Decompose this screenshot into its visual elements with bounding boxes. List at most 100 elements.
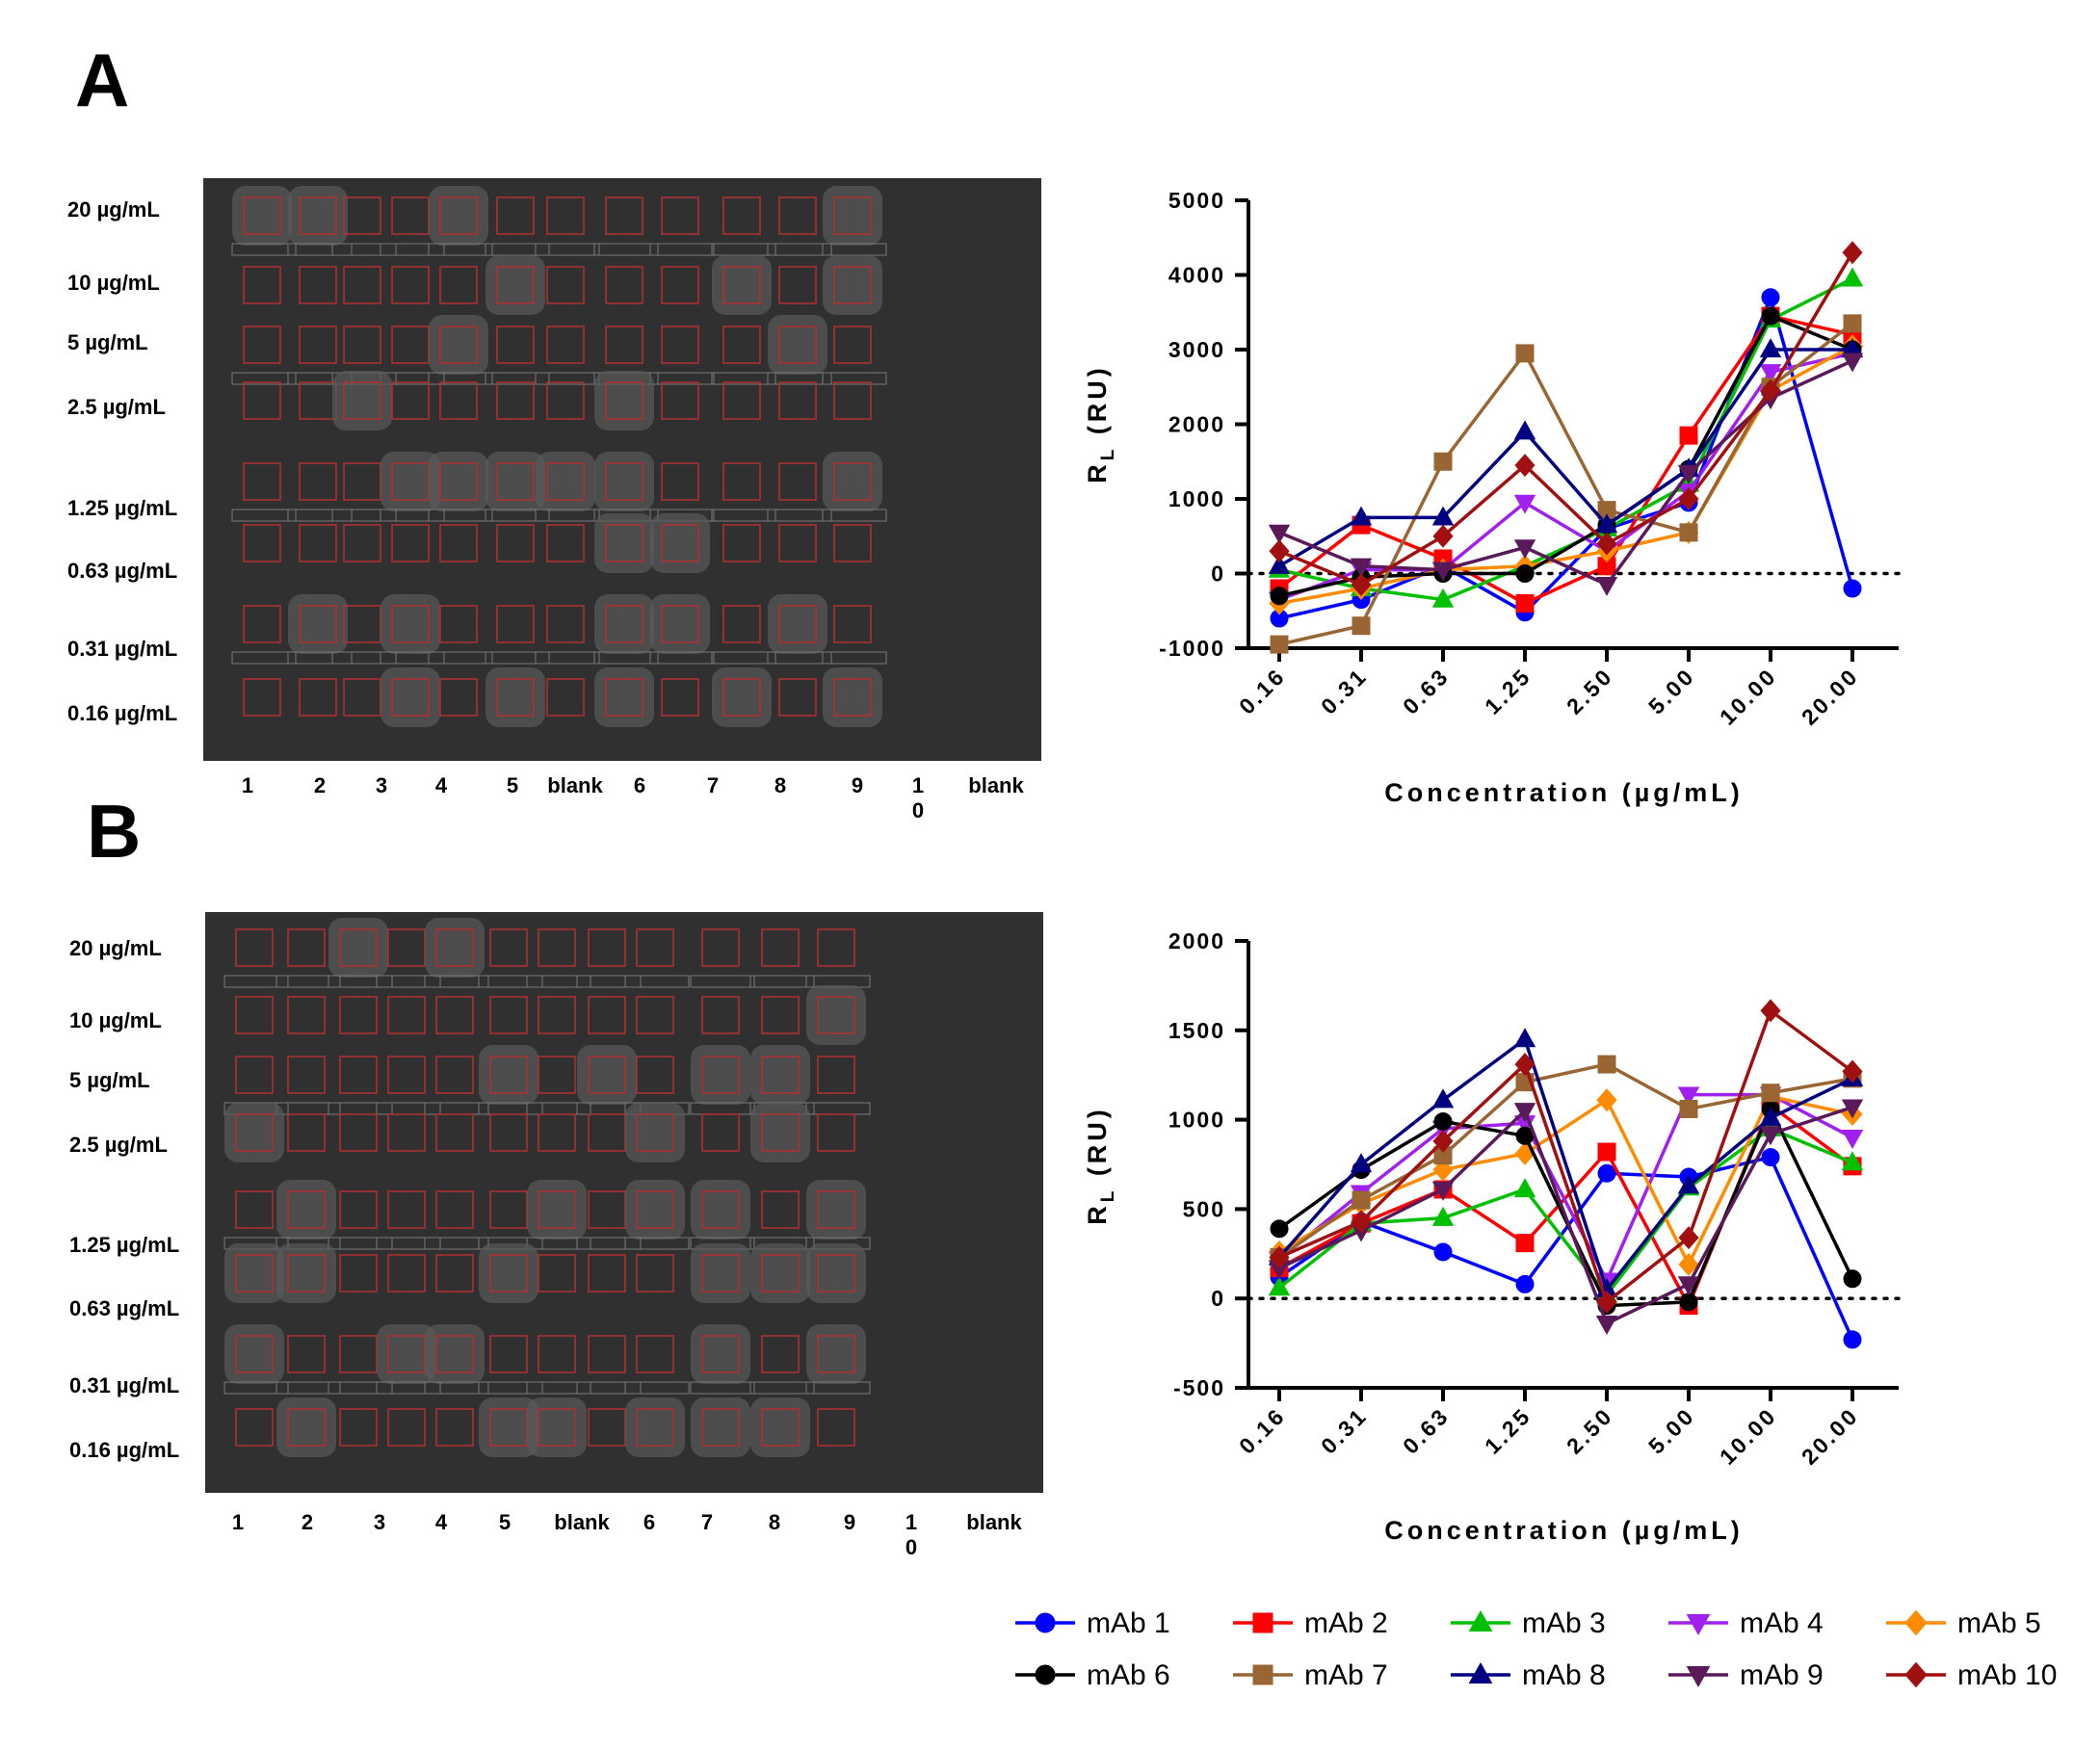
data-point	[1595, 1316, 1618, 1336]
spot-halo	[276, 1397, 336, 1457]
array-label-box	[576, 1381, 642, 1395]
series-mab-10	[1269, 999, 1863, 1314]
y-tick-label: -500	[1173, 1375, 1225, 1400]
legend-swatch	[1886, 1661, 1946, 1688]
array-label-box	[231, 509, 297, 522]
data-point	[1760, 999, 1781, 1023]
array-spot	[538, 1335, 576, 1373]
legend-item: mAb 7	[1229, 1656, 1441, 1694]
array-label-box	[485, 372, 550, 385]
data-point	[1352, 1212, 1371, 1231]
series-line	[1278, 1105, 1853, 1326]
array-label-box	[428, 651, 493, 665]
spot-grid-b	[223, 918, 871, 1457]
spot-halo	[377, 1324, 436, 1384]
array-label-box	[331, 509, 397, 522]
x-tick-label: 2.50	[1562, 1402, 1618, 1459]
array-spot	[661, 462, 699, 501]
array-spot	[546, 326, 585, 364]
series-mab-1	[1270, 288, 1862, 628]
data-point	[1269, 1245, 1290, 1269]
col-label: 6	[643, 1510, 656, 1534]
array-spot	[387, 1190, 426, 1229]
spot-halo	[625, 1180, 685, 1240]
legend-label: mAb 5	[1957, 1607, 2041, 1639]
data-point	[1352, 1190, 1371, 1210]
data-point	[1841, 352, 1864, 373]
array-spot	[339, 1408, 378, 1447]
panel-letter-b: B	[87, 789, 142, 874]
microarray-image-b	[205, 912, 1043, 1493]
array-spot	[778, 605, 817, 643]
array-spot	[636, 1254, 674, 1292]
data-point	[1759, 390, 1782, 410]
data-point	[1352, 1214, 1371, 1233]
array-spot	[387, 1113, 426, 1152]
legend-marker	[1904, 1661, 1928, 1688]
spot-halo	[276, 1180, 336, 1240]
data-point	[1761, 306, 1780, 326]
array-spot	[435, 1190, 474, 1229]
data-point	[1760, 1084, 1781, 1109]
series-line	[1278, 313, 1853, 598]
array-label-box	[822, 651, 887, 665]
data-point	[1350, 506, 1373, 526]
data-point	[1515, 1274, 1535, 1293]
array-spot	[435, 1335, 474, 1373]
array-spot	[243, 266, 281, 304]
array-label-box	[287, 651, 353, 665]
data-point	[1270, 1248, 1289, 1267]
array-label-box	[428, 372, 493, 385]
data-point	[1679, 1292, 1698, 1312]
row-label: 0.31 µg/mL	[67, 637, 178, 661]
legend-item: mAb 9	[1665, 1656, 1877, 1694]
array-spot	[391, 605, 430, 643]
data-point	[1759, 1126, 1782, 1146]
spot-halo	[823, 255, 882, 315]
x-tick-label: 0.31	[1316, 663, 1373, 719]
data-point	[1431, 1181, 1455, 1201]
data-point	[1268, 1245, 1291, 1266]
data-point	[1515, 1234, 1535, 1253]
data-point	[1677, 1174, 1700, 1194]
array-spot	[343, 462, 381, 501]
array-spot	[701, 996, 740, 1034]
series-line	[1278, 1155, 1854, 1341]
data-point	[1514, 554, 1536, 578]
array-label-box	[485, 243, 550, 256]
spot-halo	[381, 452, 440, 511]
array-spot	[701, 928, 740, 967]
array-label-box	[380, 509, 445, 522]
array-spot	[778, 266, 817, 304]
array-label-box	[485, 509, 550, 522]
array-spot	[701, 1335, 740, 1373]
x-tick-label: 1.25	[1480, 663, 1536, 719]
array-spot	[435, 1056, 474, 1094]
array-spot	[489, 928, 528, 967]
data-point	[1513, 1115, 1536, 1136]
data-point	[1841, 1151, 1864, 1171]
series-line	[1278, 322, 1854, 646]
data-point	[1513, 539, 1536, 560]
array-spot	[636, 1190, 674, 1229]
data-point	[1678, 1252, 1699, 1276]
array-spot	[761, 1335, 800, 1373]
array-spot	[299, 381, 337, 420]
array-spot	[761, 1408, 800, 1447]
array-label-box	[424, 1237, 489, 1250]
array-label-box	[424, 1381, 489, 1395]
array-spot	[287, 1113, 326, 1152]
row-label: 0.16 µg/mL	[69, 1438, 180, 1462]
legend-item: mAb 8	[1447, 1656, 1659, 1694]
array-spot	[833, 678, 872, 717]
array-label-box	[526, 1237, 591, 1250]
array-spot	[588, 928, 626, 967]
array-label-box	[690, 975, 755, 988]
x-tick-label: 0.63	[1398, 1402, 1455, 1459]
spot-halo	[429, 452, 488, 511]
array-spot	[387, 996, 426, 1034]
data-point	[1596, 539, 1617, 563]
y-tick-label: 0	[1211, 561, 1225, 587]
array-spot	[701, 1254, 740, 1292]
panel-letter-a: A	[75, 38, 130, 122]
